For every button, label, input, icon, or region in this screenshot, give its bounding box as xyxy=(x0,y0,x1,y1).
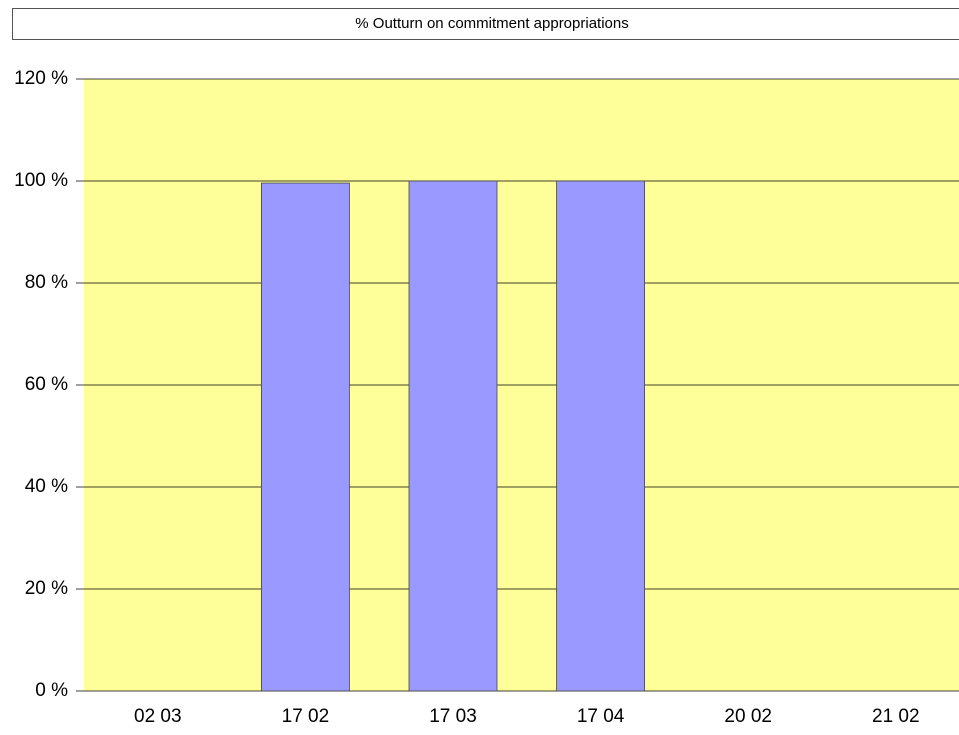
y-tick-label: 20 % xyxy=(25,578,68,599)
y-tick-label: 40 % xyxy=(25,476,68,497)
x-tick-label: 02 03 xyxy=(134,706,182,727)
y-tick-label: 100 % xyxy=(14,170,68,191)
x-tick-label: 17 02 xyxy=(282,706,330,727)
bar xyxy=(409,181,497,691)
y-tick-label: 80 % xyxy=(25,272,68,293)
x-tick-label: 17 04 xyxy=(577,706,625,727)
y-tick-label: 60 % xyxy=(25,374,68,395)
bar xyxy=(557,181,645,691)
x-tick-label: 20 02 xyxy=(724,706,772,727)
x-tick-label: 17 03 xyxy=(429,706,477,727)
y-tick-label: 0 % xyxy=(35,680,68,701)
y-tick-label: 120 % xyxy=(14,68,68,89)
chart-title: % Outturn on commitment appropriations xyxy=(355,15,628,32)
x-tick-label: 21 02 xyxy=(872,706,920,727)
bar xyxy=(261,183,349,691)
